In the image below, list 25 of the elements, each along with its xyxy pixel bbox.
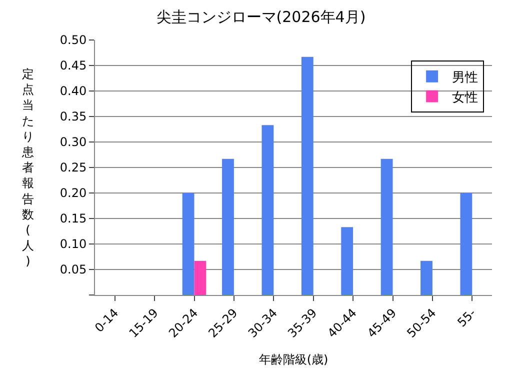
legend-label: 男性 [452,70,478,86]
y-tick-label: 0.50 [60,33,87,48]
bar [301,56,314,295]
y-tick-label: 0.30 [60,135,87,150]
legend-label: 女性 [452,90,478,106]
bar [341,227,354,295]
bar [194,260,206,295]
bar [380,158,393,295]
y-tick-label: 0.10 [60,237,87,252]
x-axis-title: 年齢階級(歳) [258,352,328,366]
bar [460,193,472,295]
chart-title: 尖圭コンジローマ(2026年4月) [156,8,366,26]
bar [420,260,432,295]
y-tick-label: 0.20 [60,186,87,200]
text: 定点当たり患者報告数(人) [22,67,34,268]
bar [182,193,194,295]
y-tick-label: 0.15 [60,212,87,226]
bar [222,158,234,295]
y-tick-label: 0.25 [60,160,87,175]
y-tick-label: 0.05 [60,262,87,277]
y-tick-label: 0.40 [60,84,87,98]
bar [262,125,274,295]
y-tick-label: 0.35 [60,110,87,124]
x-tick-label: 55- [454,306,479,330]
y-tick-label: 0.45 [60,58,87,73]
